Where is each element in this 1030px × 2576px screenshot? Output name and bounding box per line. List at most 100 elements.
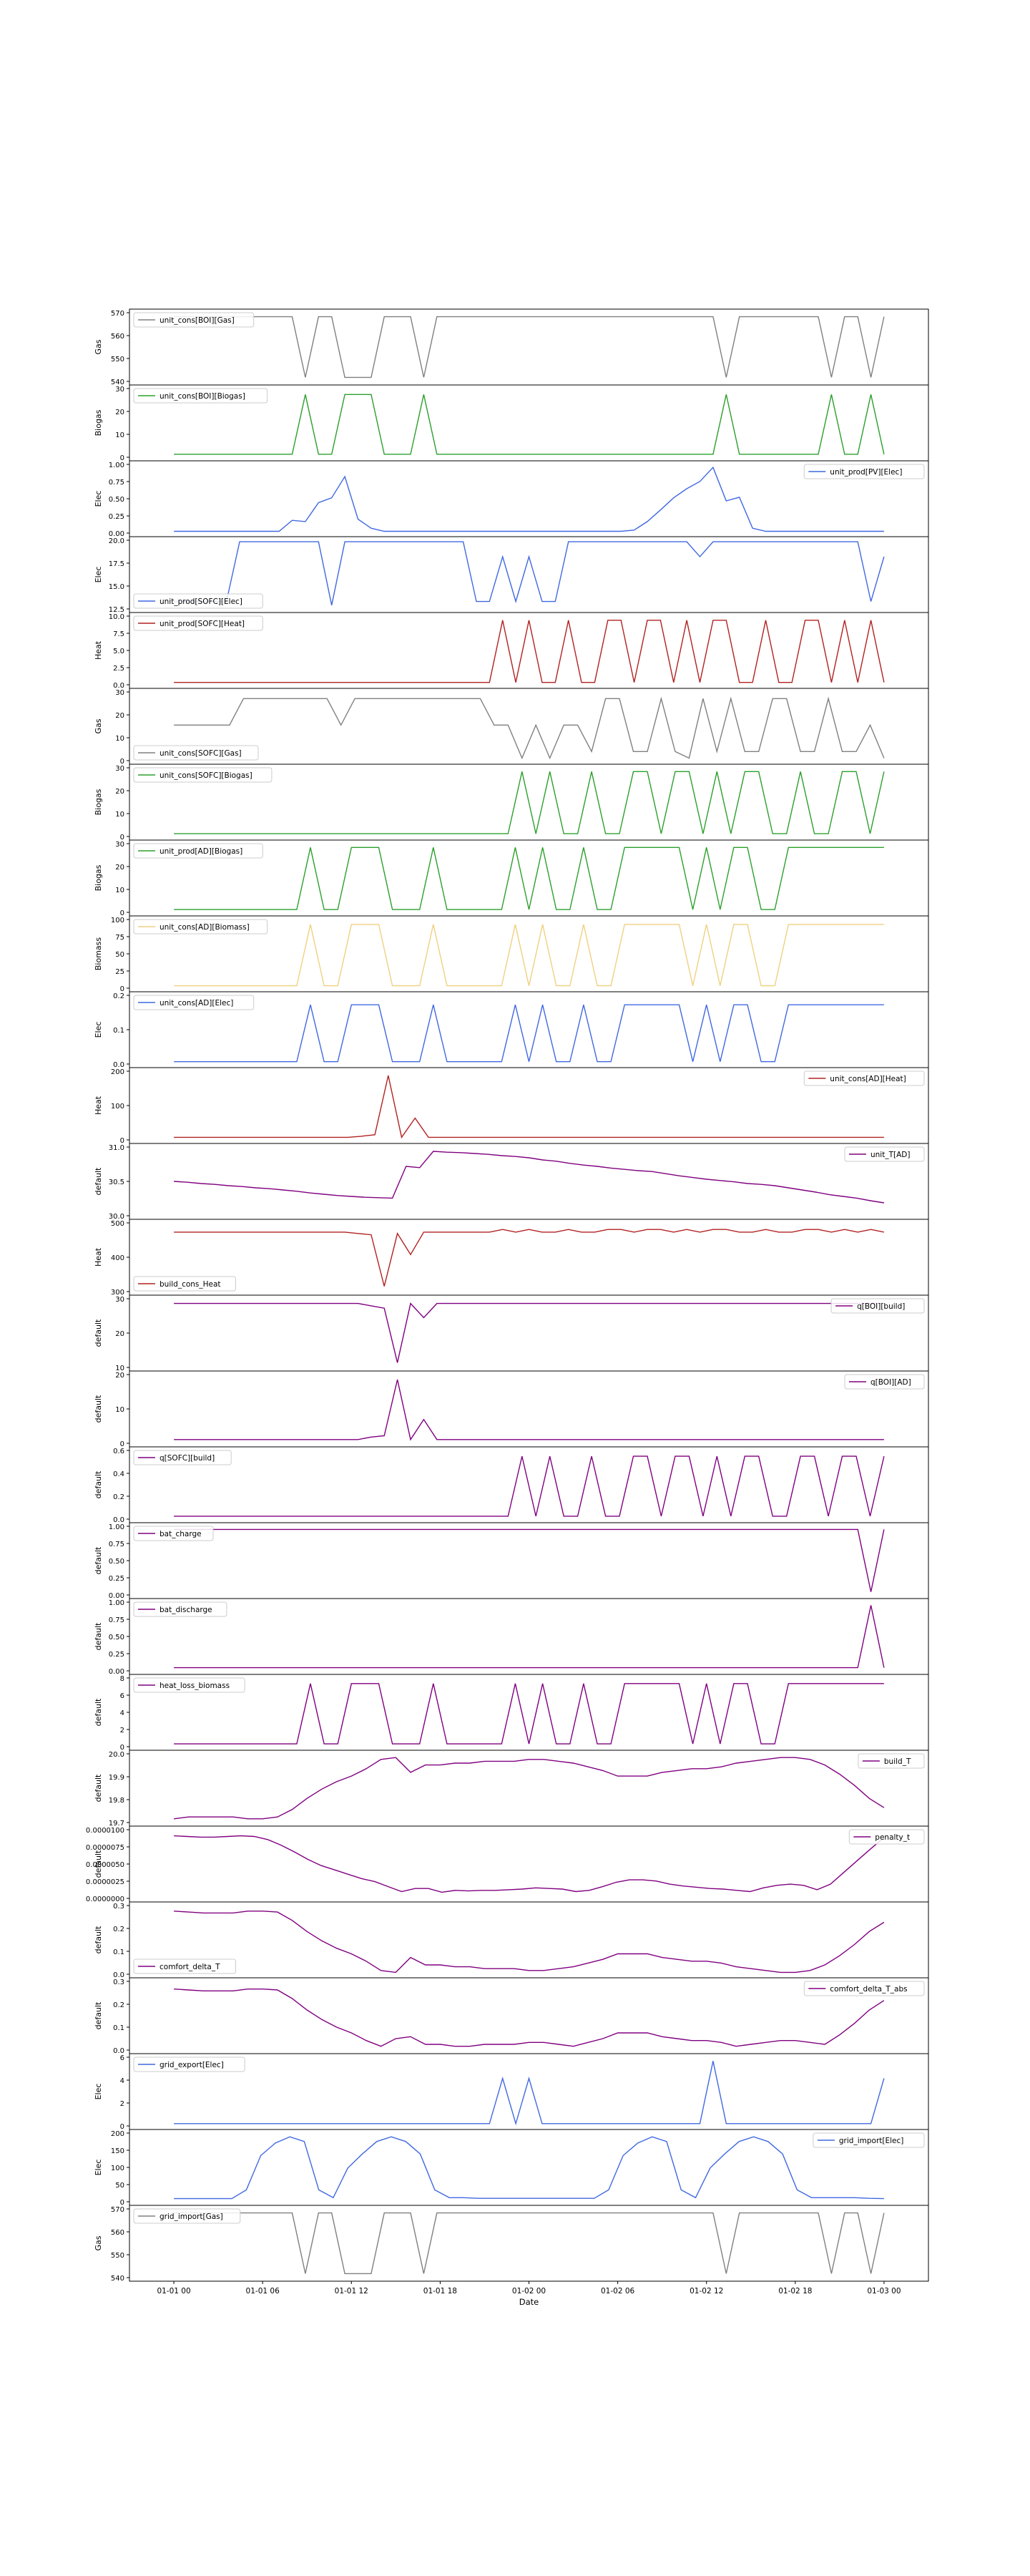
series-line <box>174 1151 885 1204</box>
y-tick-label: 0.0 <box>113 682 124 690</box>
y-tick-label: 1.00 <box>109 462 124 469</box>
legend-label: unit_T[AD] <box>870 1151 910 1159</box>
series-line <box>174 1528 885 1592</box>
y-tick-label: 0 <box>120 1744 124 1752</box>
series-line <box>174 771 885 834</box>
y-tick-label: 0.0 <box>113 1971 124 1979</box>
y-tick-label: 150 <box>111 2147 124 2155</box>
legend-box <box>133 843 263 859</box>
panel-frame <box>129 1825 929 1903</box>
panel-25: 540 550 560 570 Gas grid_import[Gas] <box>94 2205 929 2283</box>
legend-box <box>133 388 268 404</box>
panel-23: 0 2 4 6 Elec grid_export[Elec] <box>94 2053 929 2131</box>
y-tick-label: 15.0 <box>109 583 124 591</box>
panel-12: 300 400 500 Heat build_cons_Heat <box>94 1219 929 1297</box>
legend-label: heat_loss_biomass <box>160 1682 230 1690</box>
legend-box <box>803 1070 925 1086</box>
y-tick-label: 0 <box>120 909 124 917</box>
legend-label: build_T <box>884 1757 911 1766</box>
panel-10: 0 100 200 Heat unit_cons[AD][Heat] <box>94 1067 929 1145</box>
y-tick-label: 1.00 <box>109 1599 124 1607</box>
y-tick-label: 0.0000100 <box>86 1827 124 1835</box>
y-tick-label: 0.75 <box>109 1616 124 1624</box>
legend-label: bat_discharge <box>160 1606 212 1614</box>
y-axis-label: default <box>94 1470 103 1498</box>
legend-label: unit_cons[SOFC][Gas] <box>160 749 242 758</box>
panel-7: 0 10 20 30 Biogas unit_prod[AD][Biogas] <box>94 839 929 917</box>
y-tick-label: 570 <box>111 2206 124 2214</box>
legend-label: unit_prod[PV][Elec] <box>830 468 902 477</box>
legend-box <box>848 1829 925 1845</box>
y-tick-label: 20.0 <box>109 1751 124 1759</box>
panel-frame <box>129 2053 929 2130</box>
y-axis-label: Biomass <box>94 937 103 971</box>
y-tick-label: 0.25 <box>109 513 124 521</box>
series-line <box>174 1075 884 1139</box>
y-axis-label: default <box>94 1774 103 1802</box>
y-tick-label: 0.0000000 <box>86 1896 124 1903</box>
y-tick-label: 19.9 <box>109 1774 124 1782</box>
y-tick-label: 20 <box>115 788 124 796</box>
y-tick-label: 30 <box>115 841 124 849</box>
legend-label: grid_import[Gas] <box>160 2212 223 2221</box>
legend-box <box>133 1958 236 1974</box>
legend-label: penalty_t <box>875 1833 910 1842</box>
y-tick-label: 540 <box>111 379 124 386</box>
y-tick-label: 0.0000025 <box>86 1878 124 1886</box>
legend-label: q[SOFC][build] <box>160 1454 215 1463</box>
series-line <box>174 1835 885 1893</box>
y-tick-label: 30.0 <box>109 1213 124 1221</box>
y-tick-label: 540 <box>111 2275 124 2283</box>
y-axis-label: Elec <box>94 2160 103 2176</box>
series-line <box>174 1605 885 1669</box>
series-line <box>174 1379 884 1441</box>
legend-label: unit_prod[AD][Biogas] <box>160 847 242 856</box>
y-tick-label: 10 <box>115 887 124 894</box>
y-axis-label: default <box>94 1546 103 1574</box>
legend-box <box>830 1298 925 1314</box>
panel-frame <box>129 2129 929 2206</box>
y-tick-label: 2.5 <box>113 665 124 673</box>
y-tick-label: 0.25 <box>109 1575 124 1583</box>
y-tick-label: 100 <box>111 2165 124 2172</box>
y-tick-label: 570 <box>111 310 124 318</box>
y-tick-label: 0.1 <box>113 1948 124 1956</box>
panel-1: 0 10 20 30 Biogas unit_cons[BOI][Biogas] <box>94 384 929 462</box>
series-line <box>174 620 885 683</box>
y-axis-label: Elec <box>94 2084 103 2100</box>
x-tick-label: 01-01 18 <box>423 2287 457 2296</box>
panel-11: 30.0 30.5 31.0 default unit_T[AD] <box>94 1143 929 1221</box>
y-tick-label: 17.5 <box>109 560 124 568</box>
legend-box <box>133 1276 236 1292</box>
y-axis-label: default <box>94 2001 103 2029</box>
y-tick-label: 200 <box>111 1068 124 1076</box>
legend-box <box>803 1981 925 1996</box>
y-tick-label: 25 <box>115 968 124 976</box>
y-tick-label: 0.50 <box>109 1634 124 1641</box>
y-tick-label: 0.4 <box>113 1470 124 1478</box>
legend-label: unit_cons[BOI][Biogas] <box>160 392 245 401</box>
legend-label: unit_cons[AD][Heat] <box>830 1075 906 1083</box>
panel-16: 0.00 0.25 0.50 0.75 1.00 default bat_charge <box>94 1522 929 1600</box>
panel-frame <box>129 2205 929 2282</box>
panel-frame <box>129 1750 929 1827</box>
y-tick-label: 30 <box>115 386 124 394</box>
series-line <box>174 2061 885 2126</box>
y-tick-label: 20 <box>115 1330 124 1338</box>
y-tick-label: 20 <box>115 1372 124 1380</box>
legend-box <box>133 1526 214 1541</box>
y-tick-label: 0 <box>120 834 124 841</box>
y-tick-label: 550 <box>111 2252 124 2260</box>
x-axis-label: Date <box>519 2297 539 2307</box>
y-axis-label: Biogas <box>94 864 103 891</box>
legend-box <box>133 767 273 783</box>
panel-14: 0 10 20 default q[BOI][AD] <box>94 1370 929 1448</box>
y-tick-label: 0.0000050 <box>86 1861 124 1869</box>
legend-label: comfort_delta_T_abs <box>830 1985 907 1994</box>
y-tick-label: 200 <box>111 2130 124 2138</box>
y-axis-label: Biogas <box>94 789 103 815</box>
y-tick-label: 0.00 <box>109 530 124 538</box>
y-tick-label: 4 <box>120 1709 124 1717</box>
y-tick-label: 12.5 <box>109 606 124 614</box>
y-tick-label: 0.3 <box>113 1903 124 1911</box>
